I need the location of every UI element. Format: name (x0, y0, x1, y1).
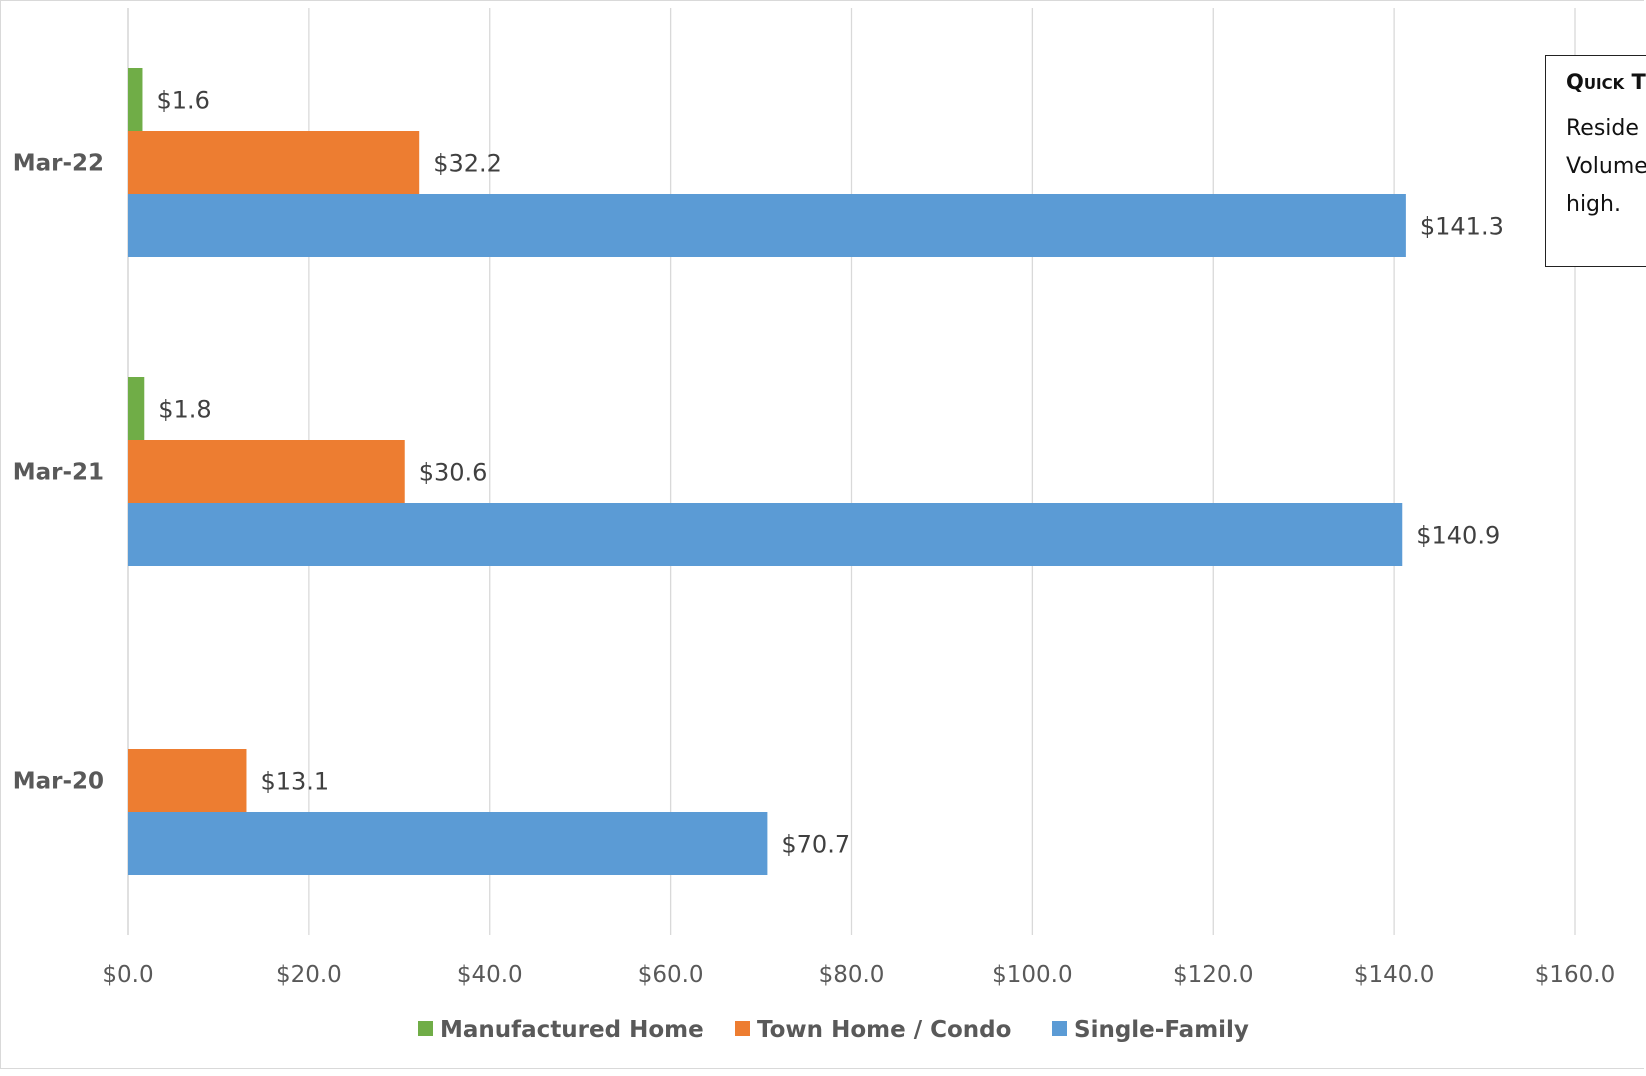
x-tick-label: $40.0 (457, 962, 523, 988)
bar (128, 377, 145, 440)
data-label: $140.9 (1416, 522, 1500, 550)
legend-label: Town Home / Condo (757, 1017, 1011, 1043)
legend-swatch (735, 1021, 750, 1036)
x-tick-label: $60.0 (638, 962, 704, 988)
value-axis: $0.0 $20.0 $40.0 $60.0 $80.0 $100.0 $120.0 $140… (102, 962, 1615, 988)
x-tick-label: $20.0 (276, 962, 342, 988)
quick-takes-body: Reside Volume high. (1566, 110, 1646, 224)
legend-label: Single-Family (1074, 1017, 1249, 1043)
data-label: $13.1 (260, 768, 329, 796)
quick-takes-line: high. (1566, 192, 1621, 217)
bar (128, 749, 247, 812)
data-label: $1.6 (156, 87, 209, 115)
y-tick-label: Mar-21 (13, 460, 104, 486)
legend-swatch (418, 1021, 433, 1036)
bar (128, 194, 1406, 257)
y-tick-label: Mar-22 (13, 151, 104, 177)
x-tick-label: $140.0 (1354, 962, 1434, 988)
bar (128, 503, 1403, 566)
x-tick-label: $120.0 (1173, 962, 1253, 988)
bar (128, 440, 405, 503)
y-tick-label: Mar-20 (13, 769, 104, 795)
bar (128, 812, 768, 875)
legend: Manufactured Home Town Home / Condo Single… (418, 1017, 1249, 1043)
legend-label: Manufactured Home (440, 1017, 704, 1043)
legend-swatch (1052, 1021, 1067, 1036)
x-tick-label: $100.0 (992, 962, 1072, 988)
data-label: $30.6 (419, 459, 488, 487)
x-tick-label: $0.0 (102, 962, 153, 988)
data-label: $32.2 (433, 150, 502, 178)
data-label: $70.7 (781, 831, 850, 859)
x-tick-label: $160.0 (1535, 962, 1615, 988)
quick-takes-box: Quick T Reside Volume high. (1545, 55, 1646, 267)
data-label: $1.8 (158, 396, 211, 424)
bar (128, 131, 420, 194)
data-label: $141.3 (1420, 213, 1504, 241)
category-axis: Mar-20 Mar-21 Mar-22 (13, 151, 104, 795)
x-tick-label: $80.0 (819, 962, 885, 988)
bar (128, 68, 143, 131)
quick-takes-title: Quick T (1566, 70, 1646, 94)
data-label-group: $13.1 $70.7 $1.8 $30.6 $140.9 $1.6 $32.2 $141.3 (156, 87, 1503, 859)
quick-takes-line: Volume (1566, 154, 1646, 179)
quick-takes-line: Reside (1566, 116, 1639, 141)
bar-group (128, 68, 1406, 875)
